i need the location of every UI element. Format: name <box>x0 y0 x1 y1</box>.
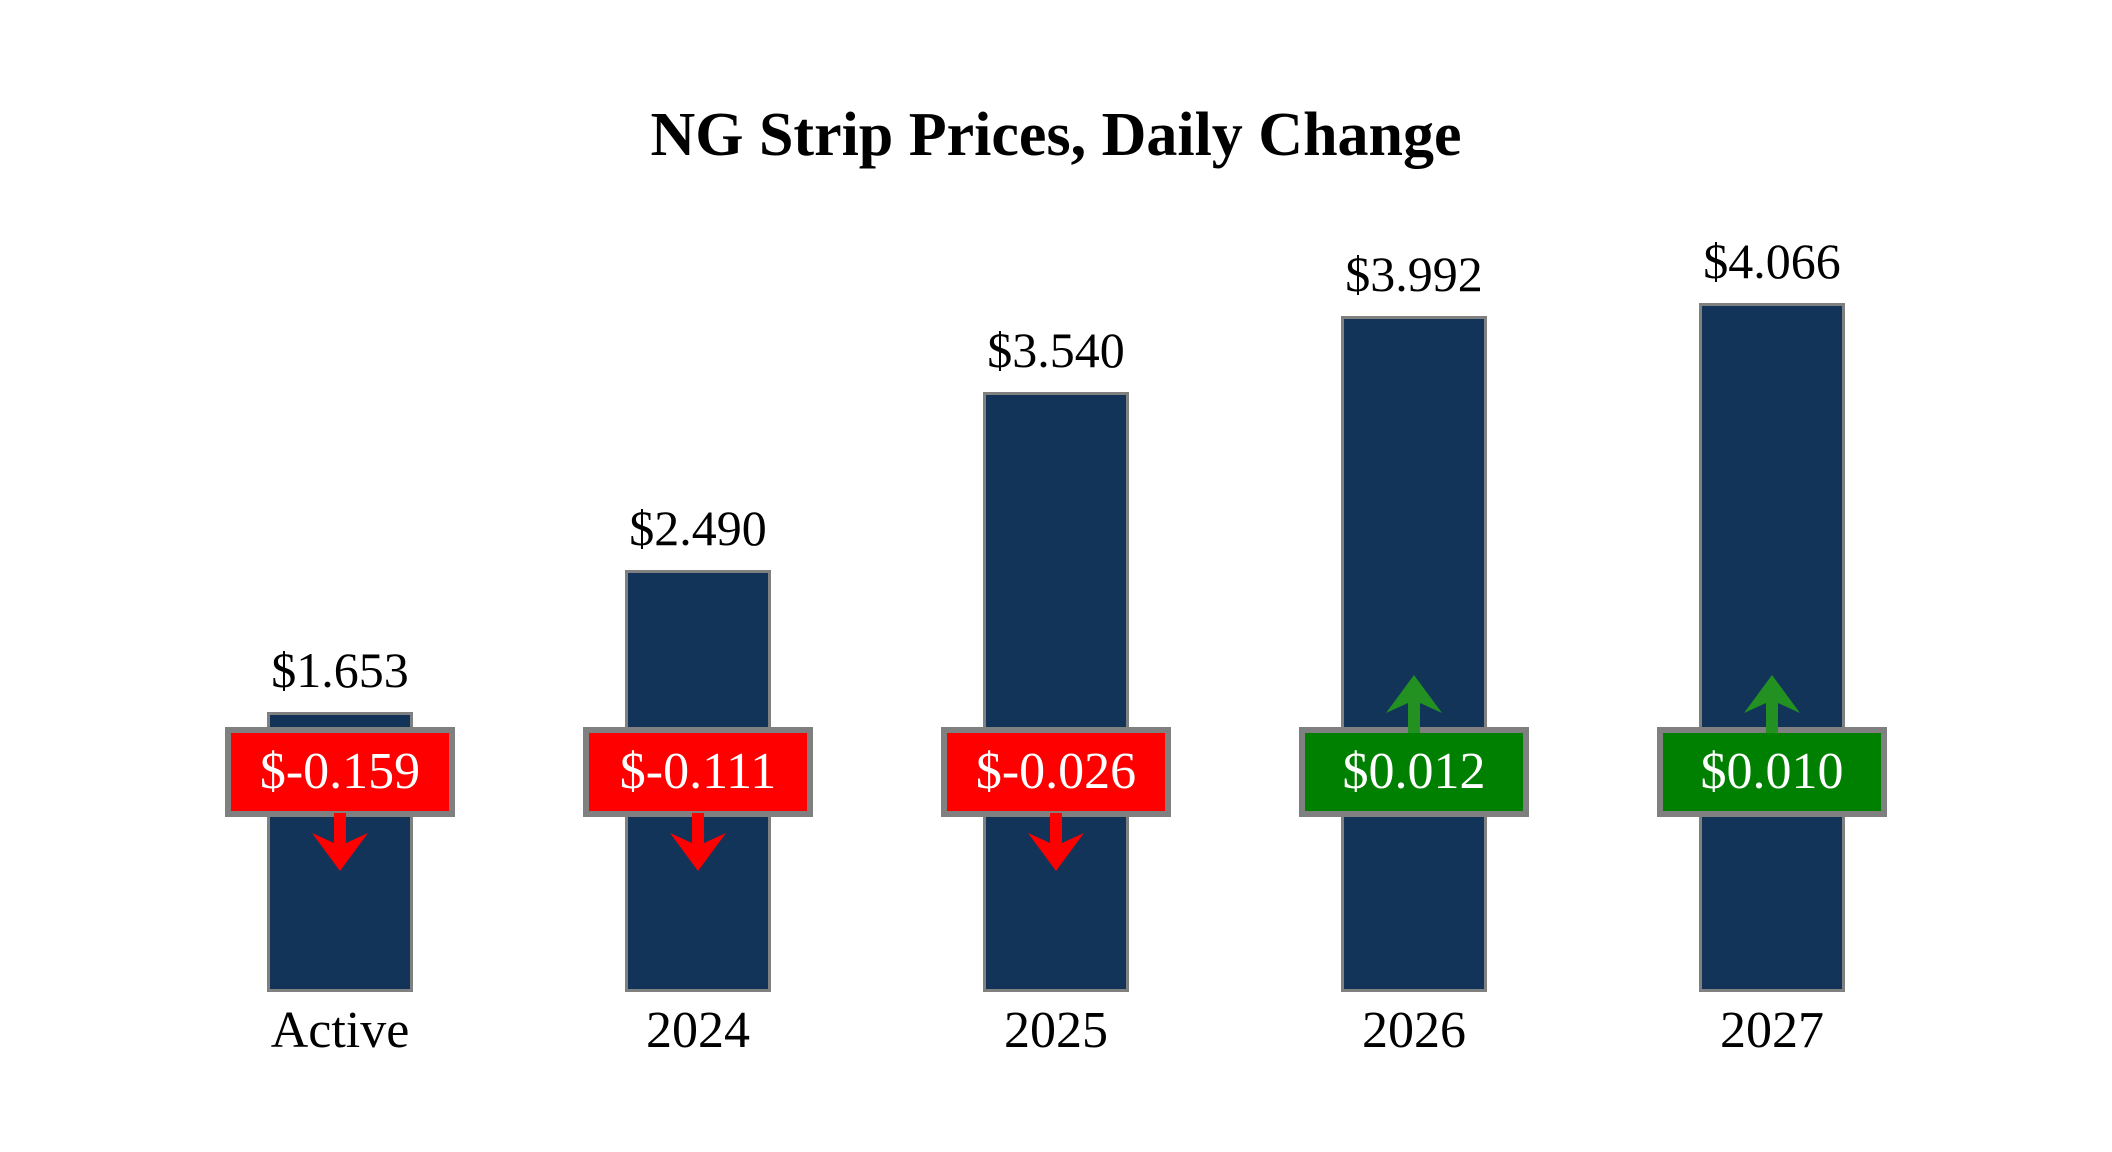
change-badge: $0.012 <box>1299 727 1529 817</box>
price-label: $3.540 <box>987 322 1125 378</box>
price-label: $4.066 <box>1703 233 1841 289</box>
bar-2025 <box>983 392 1129 992</box>
down-arrow-icon <box>1028 813 1084 871</box>
down-arrow-icon <box>312 813 368 871</box>
price-label: $1.653 <box>271 642 409 698</box>
up-arrow-icon <box>1386 675 1442 733</box>
bar-2027 <box>1699 303 1845 992</box>
change-badge: $-0.159 <box>225 727 455 817</box>
chart-title: NG Strip Prices, Daily Change <box>650 101 1462 169</box>
down-arrow-icon <box>670 813 726 871</box>
price-label: $3.992 <box>1345 246 1483 302</box>
bar-2026 <box>1341 316 1487 992</box>
category-label: 2024 <box>646 1002 750 1059</box>
category-label: 2026 <box>1362 1002 1466 1059</box>
category-label: 2025 <box>1004 1002 1108 1059</box>
category-label: 2027 <box>1720 1002 1824 1059</box>
price-label: $2.490 <box>629 500 767 556</box>
category-label: Active <box>270 1002 410 1059</box>
change-badge: $-0.026 <box>941 727 1171 817</box>
change-badge: $-0.111 <box>583 727 813 817</box>
change-badge: $0.010 <box>1657 727 1887 817</box>
up-arrow-icon <box>1744 675 1800 733</box>
